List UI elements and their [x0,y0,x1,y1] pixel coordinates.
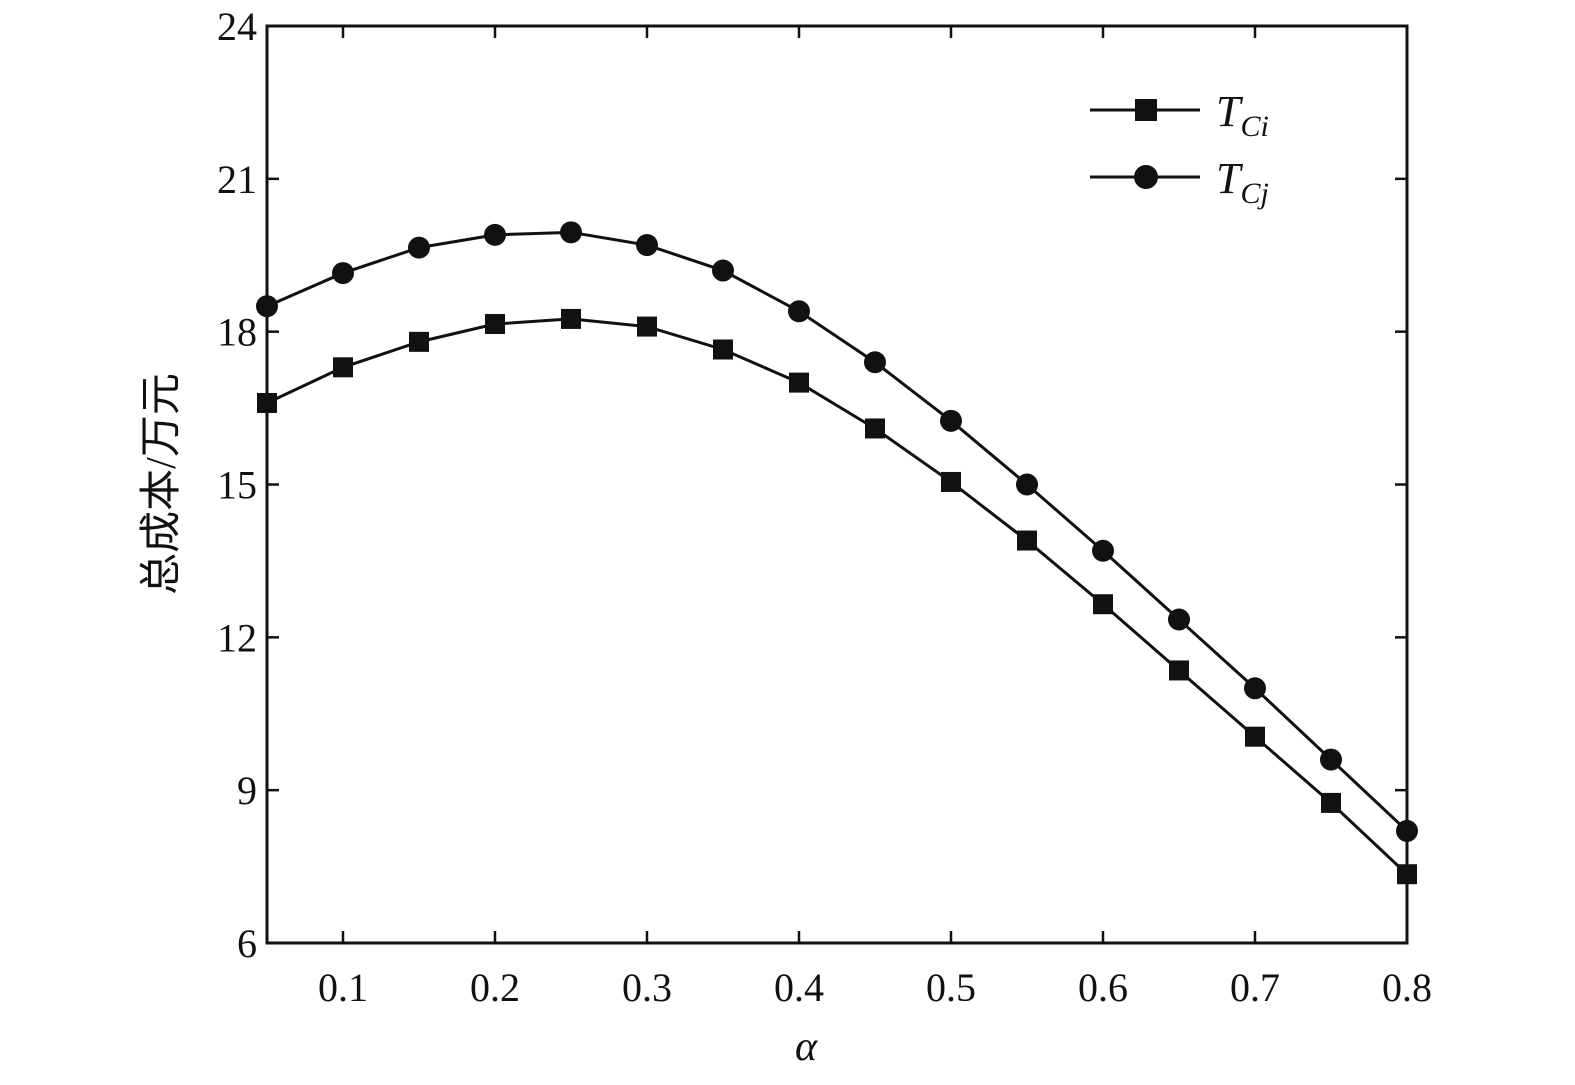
data-point-circle [1168,608,1190,631]
x-tick-label: 0.8 [1382,965,1432,1010]
series-line [266,317,1409,876]
y-axis: 6 9 12 15 18 21 24 [217,4,1407,966]
data-point-circle [940,409,962,432]
legend-marker-circle [1134,165,1158,189]
legend-label-sub-italic: i [1261,110,1269,143]
data-point-circle [636,234,658,257]
data-point-circle [1396,819,1418,842]
data-point-square [713,339,733,360]
data-point-square [561,308,581,329]
data-point-circle [1016,473,1038,496]
legend-item: TCi [1090,87,1269,143]
data-point-square [865,418,885,439]
y-tick-label: 15 [217,463,257,508]
x-tick-label: 0.6 [1078,965,1128,1010]
legend-label-main: T [1216,154,1244,203]
data-point-circle [1320,748,1342,771]
data-point-square [1169,660,1189,681]
data-point-circle [560,221,582,244]
y-tick-label: 21 [217,157,257,202]
data-point-circle [484,223,506,246]
legend-label-sub-italic: j [1257,177,1269,210]
data-point-square [1017,530,1037,551]
data-point-square [1397,864,1417,885]
series-circle [256,221,1418,842]
x-axis: 0.1 0.2 0.3 0.4 0.5 0.6 0.7 0.8 [318,26,1432,1010]
data-point-circle [408,236,430,259]
data-point-circle [332,262,354,285]
x-tick-label: 0.4 [774,965,824,1010]
data-point-circle [864,351,886,374]
y-tick-label: 9 [237,768,257,813]
y-tick-label: 24 [217,4,257,49]
data-point-square [1093,594,1113,615]
x-tick-label: 0.2 [470,965,520,1010]
legend-label: TCi [1216,87,1269,143]
x-tick-label: 0.3 [622,965,672,1010]
series-layer [256,221,1418,885]
x-tick-label: 0.7 [1230,965,1280,1010]
data-point-square [789,372,809,393]
data-point-square [1245,726,1265,747]
x-axis-title: α [795,1024,818,1070]
data-point-circle [1092,539,1114,562]
data-point-square [941,471,961,492]
data-point-square [333,357,353,378]
data-point-square [1321,792,1341,813]
data-point-square [637,316,657,337]
legend-label: TCj [1216,154,1269,210]
data-point-circle [256,295,278,318]
legend-label-sub: C [1240,110,1261,143]
series-line [266,230,1409,833]
data-point-circle [1244,677,1266,700]
y-tick-label: 18 [217,310,257,355]
data-point-square [409,331,429,352]
y-axis-title: 总成本/万元 [139,373,185,595]
series-square [257,308,1417,885]
data-point-circle [712,259,734,282]
y-tick-label: 12 [217,615,257,660]
data-point-square [485,314,505,335]
data-point-square [257,392,277,413]
x-tick-label: 0.1 [318,965,368,1010]
legend-label-sub: C [1240,177,1261,210]
legend-marker-square [1135,99,1157,121]
legend-item: TCj [1090,154,1269,210]
data-point-circle [788,300,810,323]
y-tick-label: 6 [237,921,257,966]
legend-label-main: T [1216,87,1244,136]
x-tick-label: 0.5 [926,965,976,1010]
